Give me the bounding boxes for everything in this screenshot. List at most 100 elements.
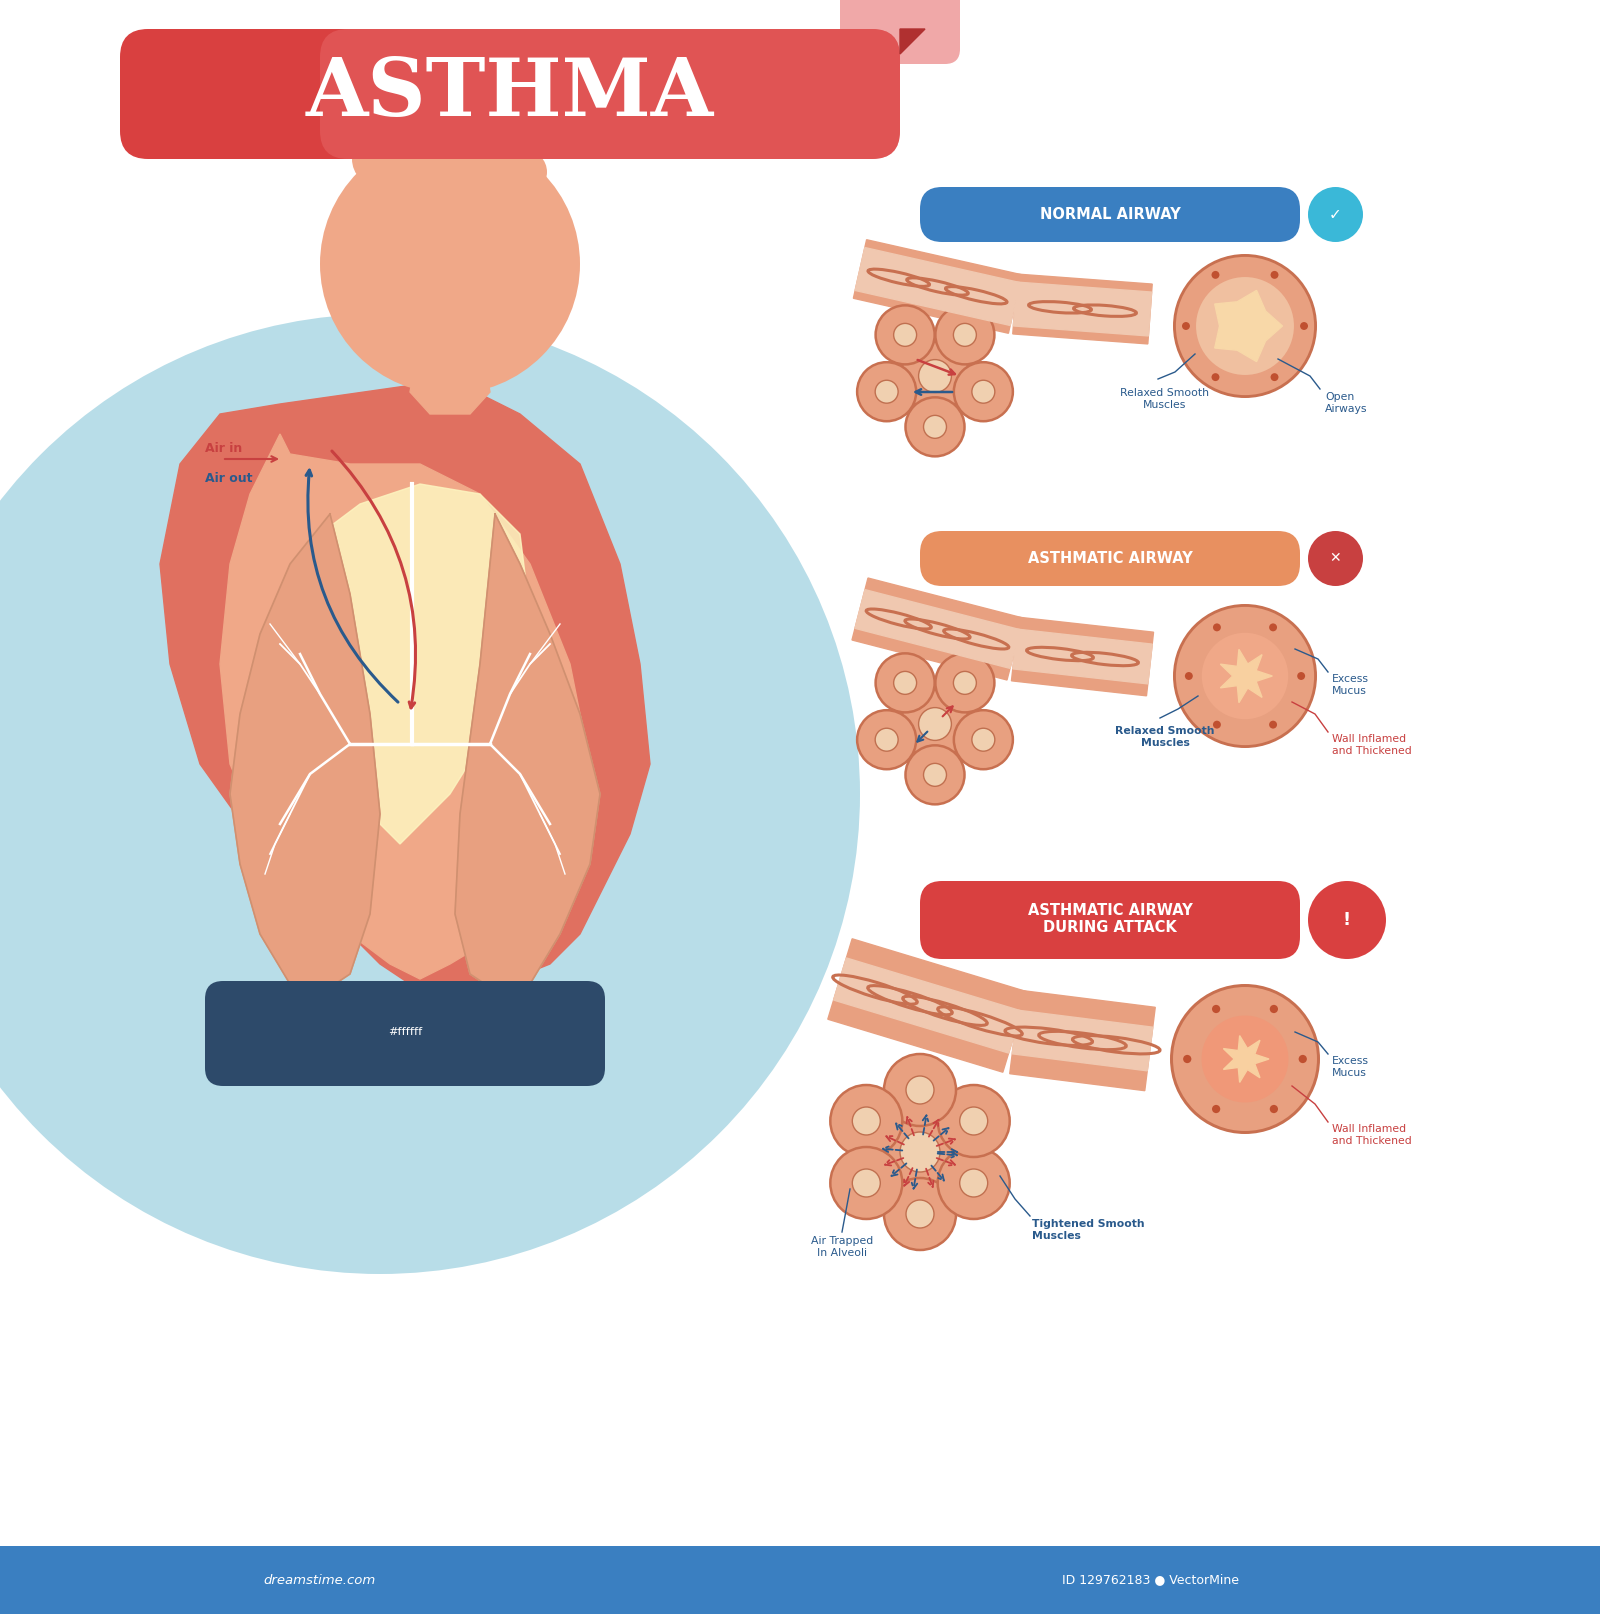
Polygon shape	[230, 513, 381, 994]
Circle shape	[858, 710, 917, 770]
Text: ✓: ✓	[1330, 207, 1342, 223]
Circle shape	[971, 728, 995, 751]
Circle shape	[954, 671, 976, 694]
Circle shape	[1173, 988, 1317, 1131]
Circle shape	[1202, 633, 1288, 720]
Circle shape	[883, 1054, 955, 1127]
Circle shape	[1301, 323, 1309, 329]
Polygon shape	[1013, 282, 1152, 336]
Text: Air Trapped
In Alveoli: Air Trapped In Alveoli	[811, 1236, 874, 1257]
Circle shape	[901, 689, 970, 759]
Circle shape	[894, 323, 917, 347]
Circle shape	[1309, 881, 1386, 959]
Text: Excess
Mucus: Excess Mucus	[1331, 1056, 1370, 1078]
Text: Tightened Smooth
Muscles: Tightened Smooth Muscles	[1032, 1219, 1144, 1241]
Text: Open
Airways: Open Airways	[1325, 392, 1368, 413]
Circle shape	[954, 323, 976, 347]
Circle shape	[1182, 323, 1190, 329]
Text: ASTHMATIC AIRWAY: ASTHMATIC AIRWAY	[1027, 550, 1192, 567]
Text: ASTHMA: ASTHMA	[306, 55, 714, 132]
Text: !: !	[1342, 910, 1350, 930]
Polygon shape	[827, 939, 1027, 1072]
Polygon shape	[854, 247, 1019, 326]
Text: dreamstime.com: dreamstime.com	[264, 1574, 376, 1587]
Circle shape	[1270, 1006, 1278, 1014]
Circle shape	[1213, 1106, 1221, 1114]
Circle shape	[906, 397, 965, 457]
Circle shape	[352, 131, 408, 187]
Circle shape	[906, 1199, 934, 1228]
Circle shape	[1173, 604, 1317, 747]
Circle shape	[936, 305, 995, 365]
Text: Relaxed Smooth
Muscles: Relaxed Smooth Muscles	[1115, 726, 1214, 747]
Circle shape	[1173, 253, 1317, 399]
Polygon shape	[853, 240, 1022, 332]
FancyBboxPatch shape	[205, 981, 605, 1086]
Polygon shape	[1221, 649, 1272, 702]
Circle shape	[923, 415, 947, 439]
Polygon shape	[854, 589, 1019, 668]
Text: NORMAL AIRWAY: NORMAL AIRWAY	[1040, 207, 1181, 223]
Circle shape	[470, 124, 520, 174]
Circle shape	[960, 1169, 987, 1198]
Text: ID 129762183 ● VectorMine: ID 129762183 ● VectorMine	[1061, 1574, 1238, 1587]
Circle shape	[1213, 1006, 1221, 1014]
Polygon shape	[1013, 629, 1152, 684]
Circle shape	[938, 1085, 1010, 1157]
Circle shape	[1270, 1106, 1278, 1114]
Circle shape	[1186, 671, 1192, 679]
Circle shape	[923, 763, 947, 786]
Circle shape	[320, 134, 579, 394]
Circle shape	[1202, 1015, 1288, 1102]
Polygon shape	[1013, 274, 1152, 344]
Polygon shape	[899, 29, 925, 53]
Polygon shape	[1224, 1036, 1269, 1083]
Text: ✕: ✕	[1330, 552, 1341, 565]
Circle shape	[1269, 623, 1277, 631]
Circle shape	[906, 1077, 934, 1104]
Circle shape	[875, 305, 934, 365]
Circle shape	[899, 1131, 939, 1172]
Polygon shape	[454, 513, 600, 994]
Circle shape	[1309, 531, 1363, 586]
Text: ASTHMATIC AIRWAY
DURING ATTACK: ASTHMATIC AIRWAY DURING ATTACK	[1027, 902, 1192, 935]
Circle shape	[853, 1169, 880, 1198]
Circle shape	[875, 654, 934, 712]
Circle shape	[502, 150, 547, 194]
Circle shape	[1213, 721, 1221, 728]
Circle shape	[936, 654, 995, 712]
Text: Excess
Mucus: Excess Mucus	[1331, 675, 1370, 696]
Polygon shape	[1013, 1010, 1152, 1070]
Circle shape	[878, 1110, 962, 1194]
FancyBboxPatch shape	[920, 881, 1299, 959]
Polygon shape	[301, 484, 530, 844]
Circle shape	[875, 381, 898, 404]
Circle shape	[858, 362, 917, 421]
Circle shape	[830, 1148, 902, 1219]
Circle shape	[960, 1107, 987, 1135]
Circle shape	[1211, 271, 1219, 279]
Polygon shape	[221, 434, 590, 980]
Polygon shape	[160, 384, 650, 994]
Circle shape	[1269, 721, 1277, 728]
Circle shape	[853, 1107, 880, 1135]
FancyBboxPatch shape	[920, 187, 1299, 242]
FancyBboxPatch shape	[0, 1546, 1600, 1614]
Circle shape	[938, 1148, 1010, 1219]
Circle shape	[883, 1178, 955, 1249]
Circle shape	[875, 728, 898, 751]
Circle shape	[894, 671, 917, 694]
Circle shape	[1170, 985, 1320, 1135]
Text: Air in: Air in	[205, 442, 242, 455]
Text: Relaxed Smooth
Muscles: Relaxed Smooth Muscles	[1120, 387, 1210, 410]
Circle shape	[954, 710, 1013, 770]
Circle shape	[830, 1085, 902, 1157]
Text: #ffffff: #ffffff	[387, 1027, 422, 1038]
Circle shape	[918, 707, 952, 741]
Polygon shape	[853, 578, 1022, 679]
Circle shape	[1176, 607, 1314, 746]
Circle shape	[1270, 373, 1278, 381]
Circle shape	[1309, 187, 1363, 242]
Text: Air out: Air out	[205, 471, 253, 484]
Circle shape	[1197, 278, 1294, 374]
